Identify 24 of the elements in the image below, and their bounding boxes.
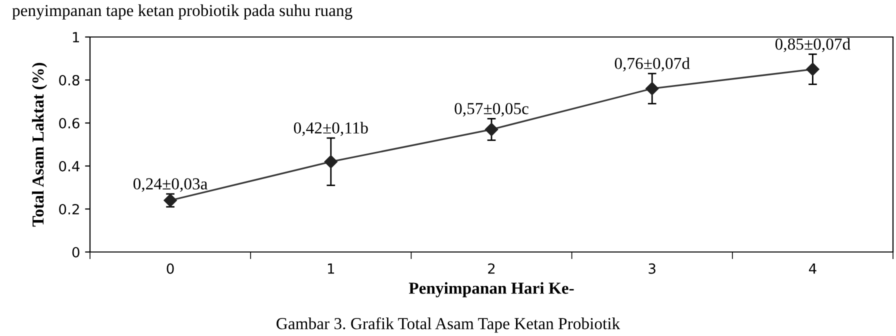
y-tick-label: 0.8 bbox=[59, 74, 80, 86]
data-label: 0,42±0,11b bbox=[294, 122, 368, 136]
data-label: 0,76±0,07d bbox=[614, 57, 690, 72]
x-tick-label: 0 bbox=[166, 263, 174, 274]
y-tick-label: 0.4 bbox=[59, 160, 80, 172]
x-tick-label: 4 bbox=[808, 264, 816, 274]
point bbox=[806, 62, 820, 76]
text: penyimpanan tape ketan probiotik pada suhu ruang bbox=[12, 4, 352, 20]
x-axis-title: Penyimpanan Hari Ke- bbox=[408, 282, 574, 298]
point bbox=[324, 155, 338, 168]
data-label: 0,24±0,03a bbox=[133, 178, 208, 192]
y-axis-title: Total Asam Laktat (%) bbox=[32, 62, 48, 227]
point bbox=[484, 122, 498, 136]
point bbox=[646, 82, 659, 96]
y-tick-label: 0.2 bbox=[59, 204, 79, 214]
y-tick-label: 0 bbox=[72, 246, 80, 258]
data-label: 0,85±0,07d bbox=[775, 38, 850, 52]
y-tick-label: 0.6 bbox=[59, 118, 80, 128]
x-tick-label: 3 bbox=[648, 263, 656, 274]
text: Gambar 3. Grafik Total Asam Tape Ketan Probiotik bbox=[276, 317, 620, 333]
x-tick-label: 2 bbox=[488, 263, 495, 274]
data-label: 0,57±0,05c bbox=[454, 102, 528, 117]
y-tick-label: 1 bbox=[72, 32, 79, 42]
x-tick-label: 1 bbox=[328, 264, 334, 274]
